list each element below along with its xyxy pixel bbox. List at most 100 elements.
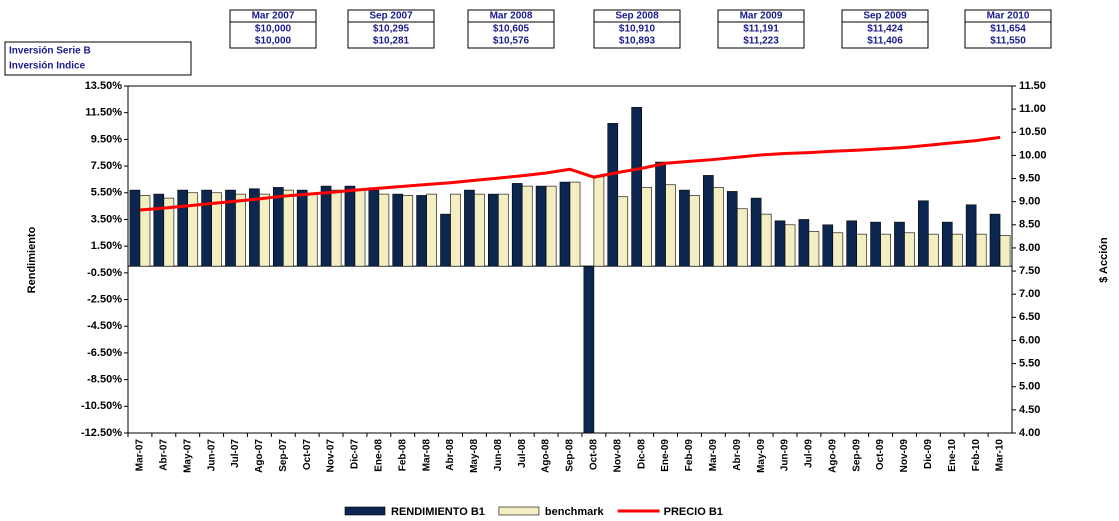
bar [904, 232, 915, 267]
summary-box [841, 9, 929, 49]
summary-box [229, 9, 317, 49]
bar [641, 187, 653, 267]
x-tick-label: Sep-09 [851, 439, 862, 472]
summary-value: $11,406 [867, 36, 903, 47]
bar [296, 189, 308, 267]
summary-value: $10,000 [255, 24, 292, 35]
y2-axis-label: $ Acción [1098, 237, 1110, 283]
y-tick-label: -4.50% [87, 320, 122, 332]
x-tick-label: Sep-08 [565, 439, 576, 472]
summary-row-label: Inversión Serie B [9, 46, 91, 57]
bar [583, 265, 595, 434]
y-tick-label: -10.50% [81, 400, 122, 412]
y2-tick-label: 11.00 [1019, 103, 1046, 115]
x-tick-label: Sep-07 [278, 439, 289, 472]
bar [631, 107, 642, 267]
bar [139, 195, 151, 267]
bar [282, 189, 294, 267]
bar [822, 224, 834, 267]
x-tick-label: Feb-09 [684, 439, 695, 472]
bar [880, 233, 891, 267]
bar [951, 233, 963, 267]
x-tick-label: Dic-08 [636, 439, 647, 469]
x-tick-label: Mar-08 [421, 439, 432, 472]
summary-value: $11,424 [867, 24, 903, 35]
summary-value: $10,576 [493, 36, 530, 47]
x-tick-label: May-09 [756, 439, 767, 473]
bar [918, 200, 929, 267]
y-tick-label: 1.50% [91, 240, 122, 252]
summary-column: Mar 2009 $11,191$11,223 [717, 9, 805, 49]
x-tick-label: Nov-07 [326, 439, 337, 473]
bar [259, 193, 270, 267]
bar [440, 213, 451, 267]
legend-swatch [498, 506, 540, 516]
legend-swatch [344, 506, 386, 516]
x-tick-label: May-08 [469, 439, 480, 473]
y2-tick-label: 8.00 [1019, 242, 1040, 254]
x-tick-label: Ene-10 [947, 439, 958, 472]
bar [736, 208, 748, 267]
y2-tick-label: 9.50 [1019, 172, 1040, 184]
bar [426, 193, 437, 267]
x-tick-label: Mar-10 [995, 439, 1006, 472]
x-tick-label: Ago-09 [827, 439, 838, 473]
x-tick-label: Nov-08 [612, 439, 623, 473]
bar [129, 189, 141, 267]
summary-box [467, 9, 555, 49]
summary-value: $10,295 [373, 24, 410, 35]
summary-header: Sep 2008 [615, 11, 659, 22]
line [139, 135, 1001, 212]
summary-value: $11,223 [743, 36, 779, 47]
bar [975, 233, 987, 267]
bar [832, 232, 844, 267]
x-tick-label: Ene-09 [660, 439, 671, 472]
legend-label: PRECIO B1 [664, 506, 723, 516]
x-tick-label: Jun-07 [206, 439, 217, 472]
bar [378, 193, 390, 267]
bar [402, 195, 414, 267]
bar [856, 233, 868, 267]
y2-tick-label: 7.50 [1019, 265, 1040, 277]
x-tick-label: Nov-09 [899, 439, 910, 473]
summary-label-box [4, 41, 192, 76]
bar [713, 187, 724, 267]
x-tick-label: Jul-09 [804, 439, 815, 468]
x-tick-label: Abr-08 [445, 439, 456, 471]
bar [679, 189, 690, 267]
y-tick-label: 11.50% [85, 107, 122, 119]
x-tick-label: Feb-08 [397, 439, 408, 472]
bar [750, 197, 762, 267]
summary-value: $10,910 [619, 24, 656, 35]
bar [965, 204, 977, 267]
bar [760, 213, 772, 267]
x-tick-label: Dic-07 [350, 439, 361, 469]
x-tick-label: Ene-08 [374, 439, 385, 472]
summary-column: Mar 2007 $10,000$10,000 [229, 9, 317, 49]
bar [689, 195, 700, 267]
bar [464, 189, 475, 267]
x-tick-label: Jun-08 [493, 439, 504, 472]
x-tick-label: Jul-07 [230, 439, 241, 468]
summary-box [347, 9, 435, 49]
bar [354, 189, 366, 267]
y-tick-label: 13.50% [85, 80, 123, 92]
bar [521, 185, 533, 267]
summary-header: Mar 2007 [252, 11, 295, 22]
y-tick-label: -8.50% [87, 374, 122, 386]
summary-header: Mar 2009 [740, 11, 783, 22]
bar [416, 195, 427, 267]
bar [153, 193, 165, 267]
summary-value: $11,191 [743, 24, 779, 35]
bar [569, 181, 581, 267]
summary-column: Mar 2008 $10,605$10,576 [467, 9, 555, 49]
y2-tick-label: 6.00 [1019, 334, 1040, 346]
summary-header: Mar 2008 [490, 11, 533, 22]
bar [392, 193, 404, 267]
y2-tick-label: 8.50 [1019, 219, 1040, 231]
bar [320, 185, 332, 267]
legend-label: benchmark [545, 506, 605, 516]
bar [846, 220, 858, 267]
bar [201, 189, 212, 267]
